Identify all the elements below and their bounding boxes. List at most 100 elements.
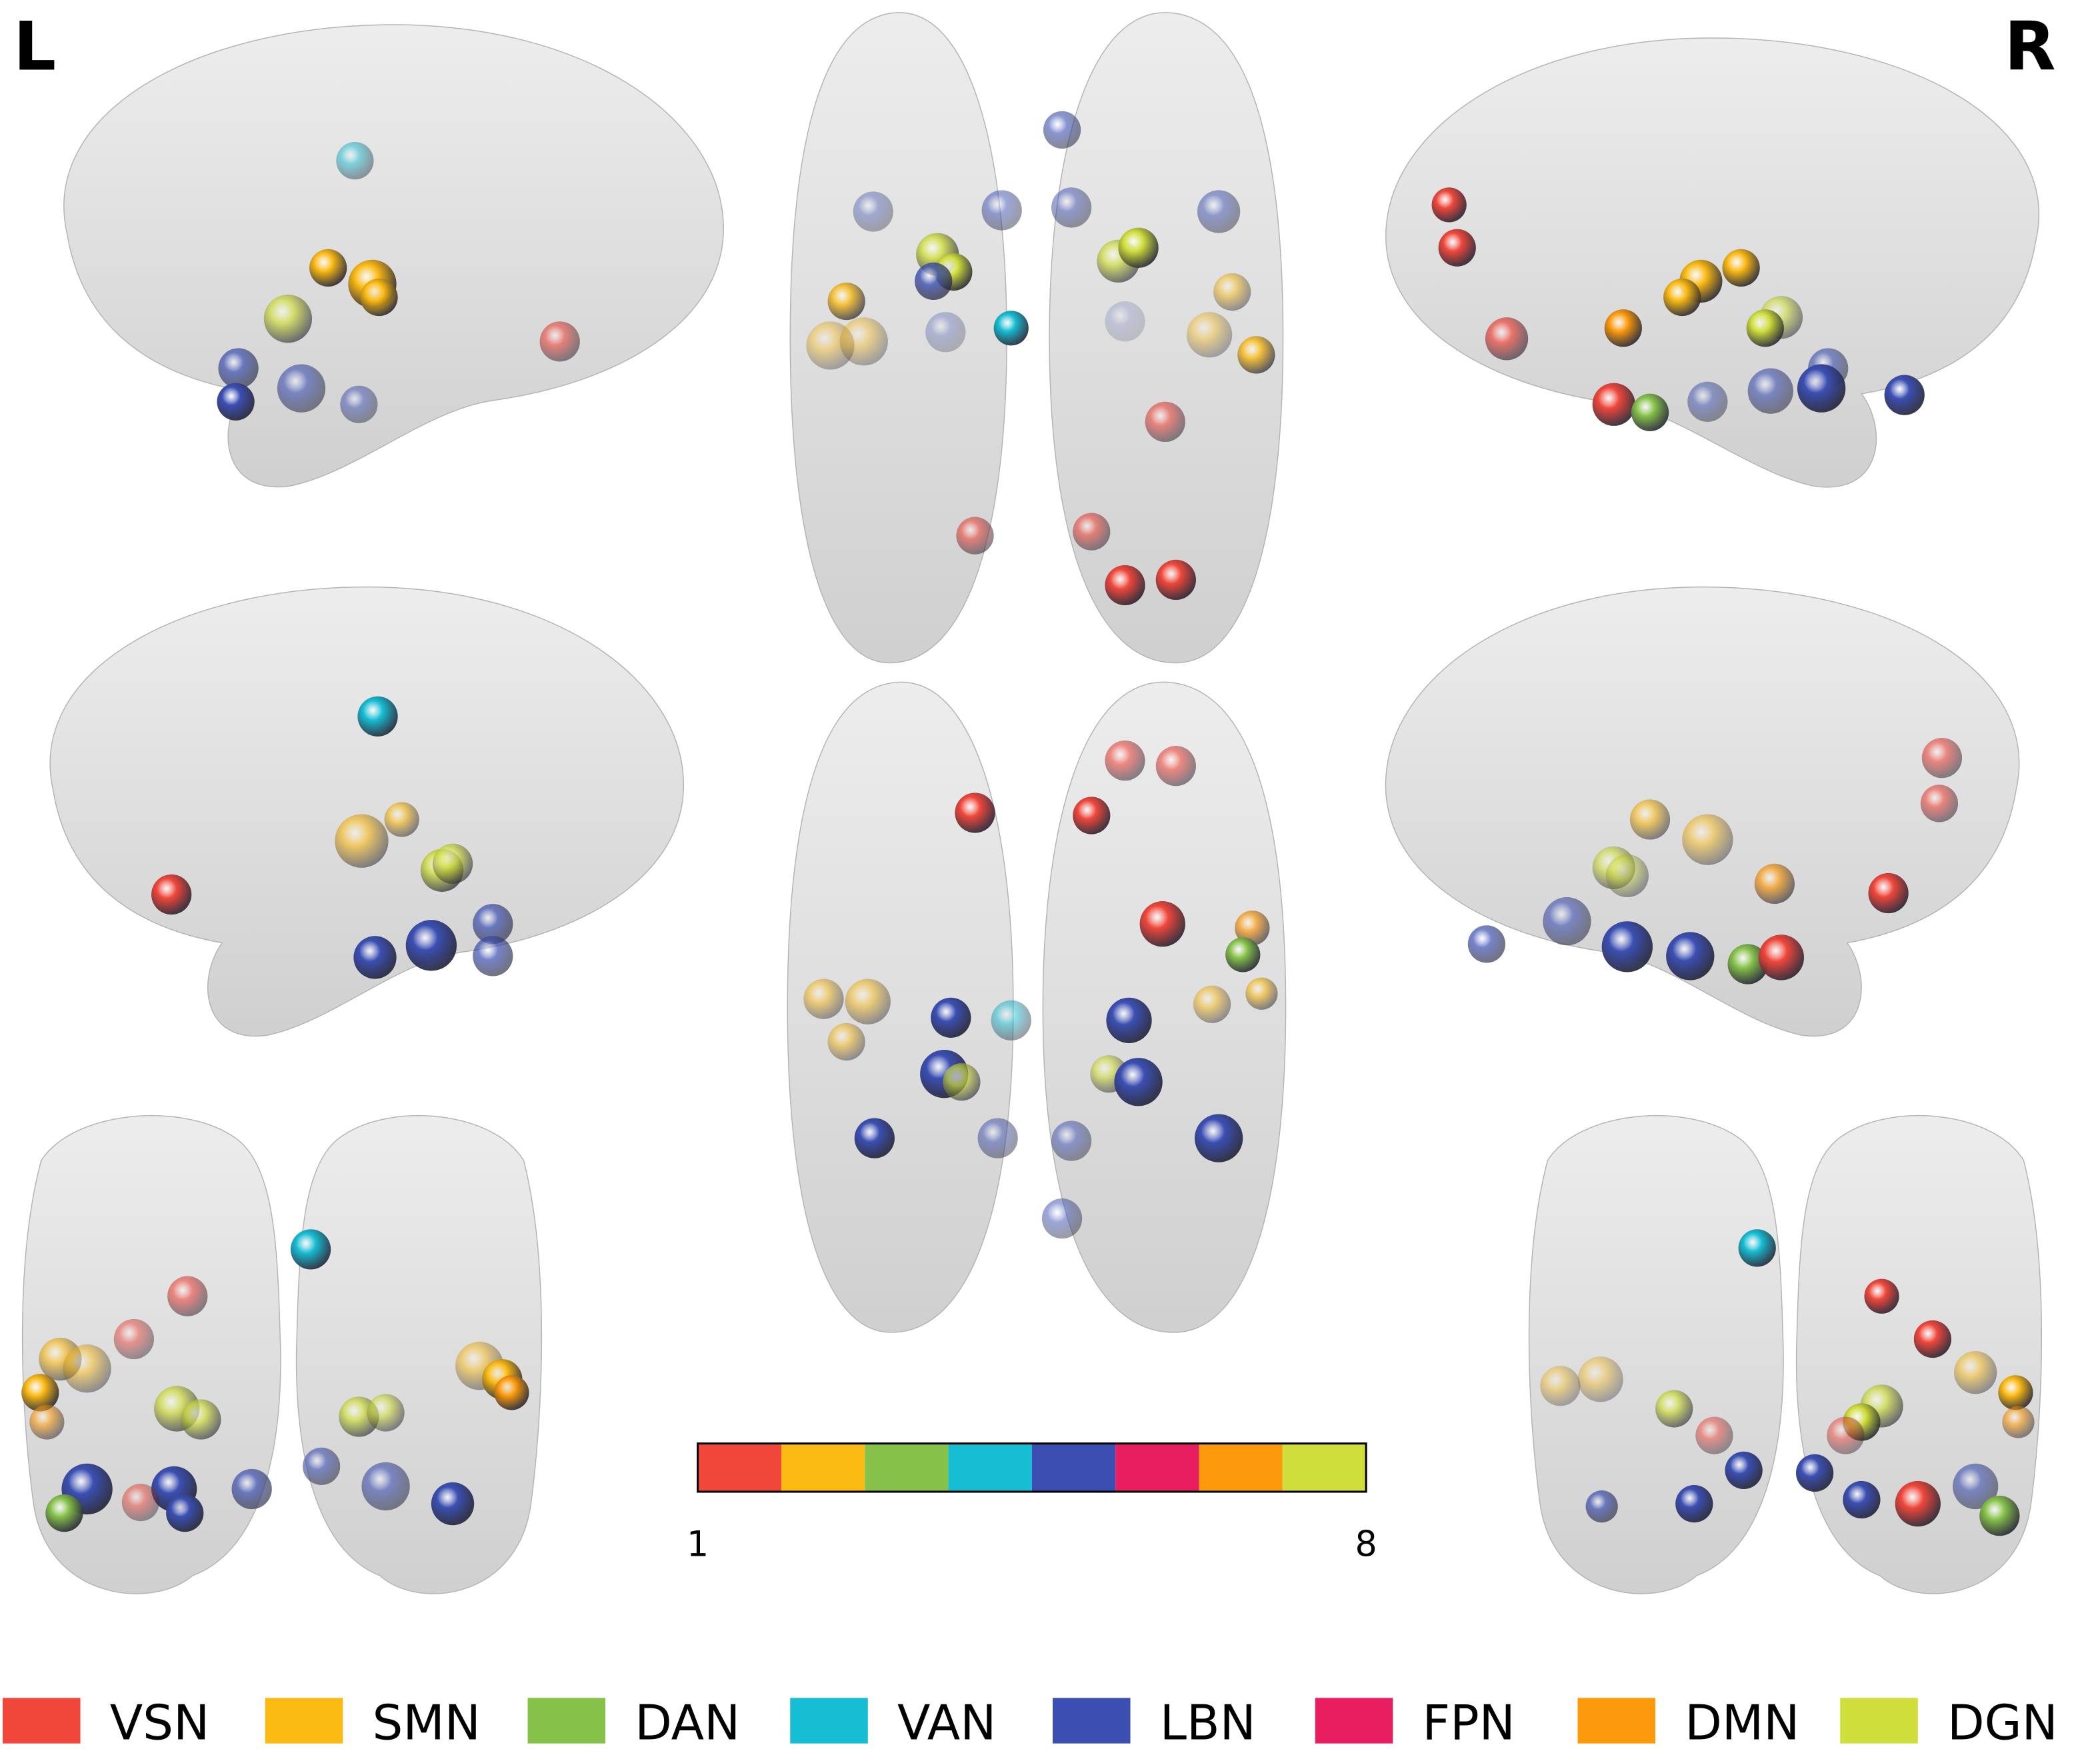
brain-view — [790, 13, 1007, 663]
node — [1577, 1356, 1623, 1402]
node — [1543, 897, 1591, 946]
node — [360, 278, 398, 317]
node — [217, 383, 255, 421]
node — [2002, 1406, 2035, 1438]
node — [1754, 863, 1795, 904]
node — [1467, 925, 1506, 963]
colorbar-min-label: 1 — [687, 1524, 709, 1564]
brain-view — [1386, 38, 2039, 487]
node — [167, 1276, 208, 1316]
node — [277, 364, 326, 413]
node — [45, 1494, 83, 1532]
node — [1682, 814, 1733, 865]
node — [1953, 1463, 1999, 1510]
node — [309, 249, 347, 287]
node — [290, 1229, 331, 1270]
node — [181, 1399, 221, 1440]
node — [1051, 1120, 1092, 1161]
legend-swatch — [1577, 1698, 1656, 1744]
node — [977, 1118, 1018, 1158]
legend-label: SMN — [372, 1696, 480, 1752]
legend-swatch — [265, 1698, 343, 1744]
node — [1051, 187, 1092, 228]
node — [1105, 740, 1145, 781]
node — [1485, 317, 1529, 361]
node — [473, 904, 513, 944]
colorbar-segment — [1031, 1443, 1116, 1492]
colorbar-segment — [865, 1443, 949, 1492]
brain-view — [297, 1116, 542, 1594]
node — [1073, 797, 1111, 835]
node — [357, 696, 398, 737]
node — [113, 1318, 155, 1360]
right-label: R — [2004, 8, 2055, 86]
legend-swatch — [1053, 1698, 1131, 1744]
node — [1747, 368, 1793, 414]
node — [1114, 1058, 1163, 1106]
node — [1843, 1480, 1881, 1519]
node — [1605, 854, 1649, 898]
node — [981, 190, 1022, 231]
node — [931, 997, 971, 1038]
node — [839, 317, 888, 366]
node — [1540, 1366, 1581, 1406]
node — [943, 1063, 981, 1101]
node — [1105, 565, 1145, 606]
node — [1431, 187, 1467, 223]
node — [1237, 336, 1275, 374]
legend-swatch — [1315, 1698, 1393, 1744]
node — [1725, 1451, 1763, 1489]
node — [915, 262, 953, 301]
node — [1139, 901, 1185, 947]
node — [539, 321, 580, 362]
node — [1920, 785, 1959, 823]
node — [473, 936, 513, 976]
legend-label: LBN — [1160, 1696, 1256, 1752]
node — [1746, 309, 1784, 347]
brain-view — [50, 587, 683, 1036]
node — [1197, 190, 1241, 233]
node — [1884, 375, 1925, 415]
node — [1868, 873, 1909, 914]
colorbar-max-label: 8 — [1355, 1524, 1377, 1564]
node — [1913, 1320, 1952, 1358]
node — [1895, 1480, 1941, 1527]
node — [854, 1118, 895, 1158]
node — [1118, 227, 1159, 268]
brain-view — [64, 25, 723, 487]
node — [845, 978, 891, 1024]
node — [263, 295, 313, 343]
node — [1687, 381, 1728, 422]
node — [494, 1375, 529, 1410]
node — [1235, 910, 1270, 946]
node — [1245, 977, 1278, 1010]
legend-label: DMN — [1685, 1696, 1799, 1752]
node — [336, 141, 374, 180]
node — [121, 1483, 160, 1522]
legend-swatch — [1840, 1698, 1918, 1744]
colorbar-segment — [1115, 1443, 1199, 1492]
legend-label: DAN — [635, 1696, 740, 1752]
node — [340, 385, 378, 423]
node — [1979, 1496, 2020, 1536]
node — [1194, 1114, 1243, 1162]
node — [353, 936, 397, 979]
node — [1155, 559, 1196, 601]
brain-view — [1529, 1116, 1783, 1594]
node — [1954, 1351, 1997, 1394]
node — [1041, 1198, 1083, 1239]
brain-nodes — [21, 111, 2035, 1536]
node — [1073, 513, 1111, 551]
node — [1629, 799, 1671, 840]
node — [361, 1462, 410, 1511]
node — [1864, 1278, 1899, 1314]
node — [925, 312, 966, 353]
node — [1213, 273, 1251, 311]
node — [166, 1494, 204, 1532]
node — [1655, 1390, 1693, 1428]
node — [1695, 1416, 1733, 1454]
node — [151, 874, 192, 915]
node — [384, 802, 419, 837]
colorbar-segment — [781, 1443, 865, 1492]
